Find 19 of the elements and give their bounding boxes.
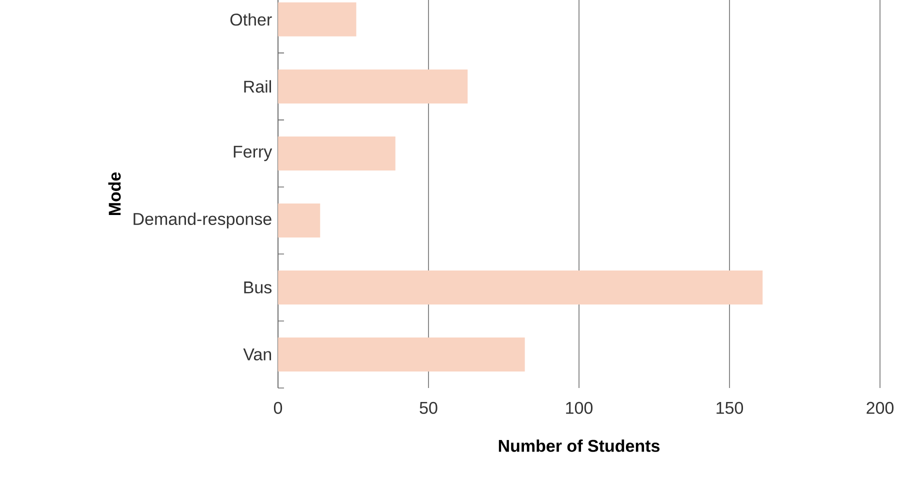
y-tick-label: Ferry [234,146,272,162]
y-tick-label: Demand-response [134,212,272,228]
bar [278,203,320,238]
x-axis-title: Number of Students [498,439,660,452]
x-tick-label: 50 [420,402,438,414]
bar [278,69,468,104]
y-tick-label: Van [243,348,272,360]
bar [278,270,763,304]
bar [278,2,356,36]
y-tick-label: Rail [244,80,271,93]
x-tick-label: 200 [866,402,894,414]
y-axis-title: Mode [108,172,121,216]
x-tick-label: 100 [566,402,593,414]
y-tick-label: Bus [244,282,272,294]
bar [278,136,396,170]
bar [278,337,525,372]
x-tick-label: 0 [274,402,282,414]
x-tick-label: 150 [716,402,744,414]
y-tick-label: Other [230,13,272,26]
